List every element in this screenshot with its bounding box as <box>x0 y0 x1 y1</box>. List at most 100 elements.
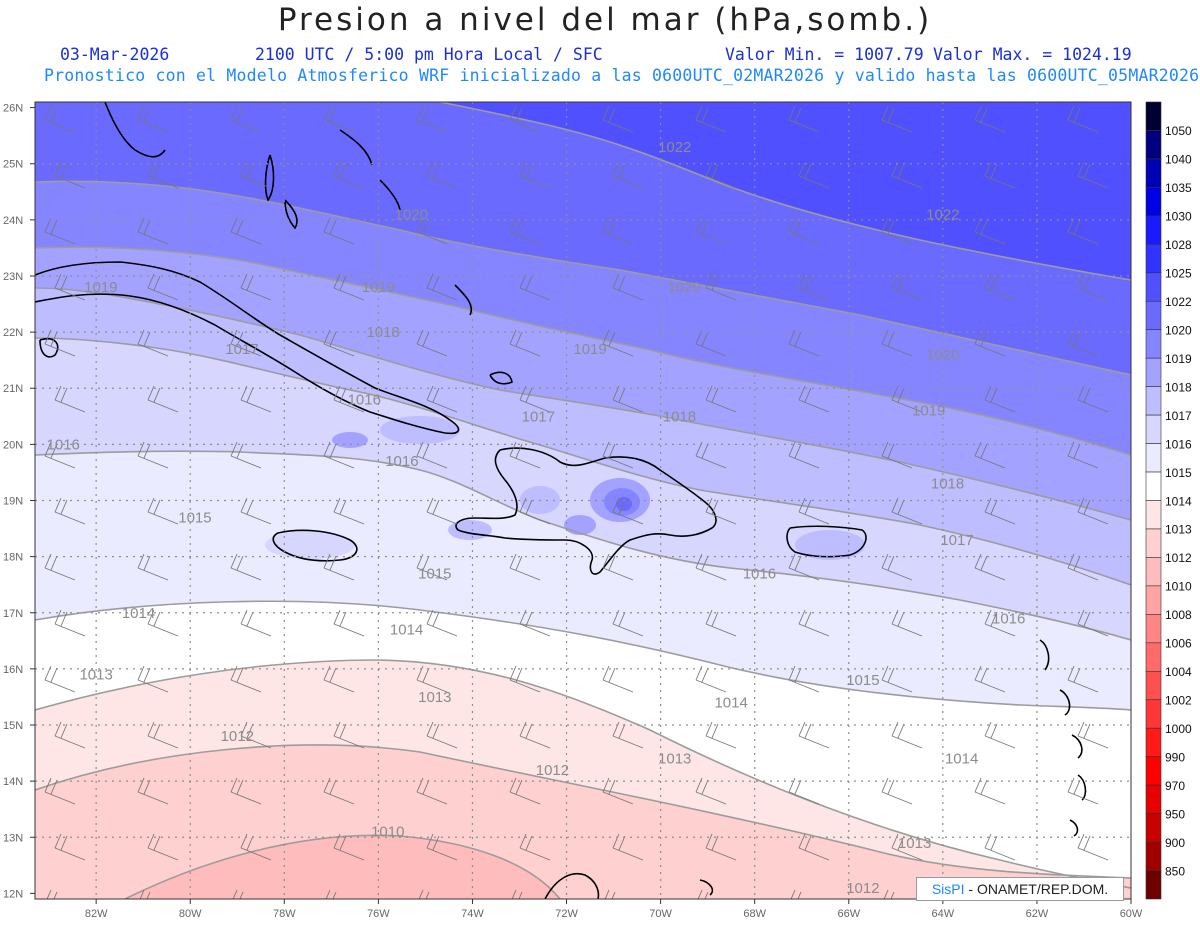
wind-barb <box>1077 721 1109 749</box>
wind-barb <box>323 777 355 805</box>
wind-barb <box>798 497 830 525</box>
isobar-label: 1018 <box>663 408 696 425</box>
wind-barb <box>798 833 830 861</box>
wind-barb <box>54 273 86 301</box>
legend-label: 1020 <box>1165 323 1192 337</box>
lon-tick-label: 72W <box>555 908 578 920</box>
wind-barbs <box>44 105 1109 899</box>
wind-barb <box>798 721 830 749</box>
wind-barb <box>426 721 458 749</box>
isobar-label: 1017 <box>225 341 258 358</box>
wind-barb <box>230 105 262 133</box>
wind-barb <box>798 273 830 301</box>
isobar-labels: 1022 1022 1020 1020 1020 1019 1019 1019 1019 1018… <box>47 139 1026 897</box>
legend-swatch <box>1145 784 1162 814</box>
model-subtitle: Pronostico con el Modelo Atmosferico WRF… <box>44 66 1200 85</box>
wind-barb <box>509 441 541 469</box>
lon-tick-label: 60W <box>1120 908 1143 920</box>
wind-barb <box>230 777 262 805</box>
legend-swatch <box>1145 756 1162 786</box>
lat-tick-label: 25N <box>3 159 23 171</box>
wind-barb <box>230 665 262 693</box>
lat-tick-label: 14N <box>3 776 23 788</box>
legend-swatch <box>1145 101 1162 131</box>
wind-barb <box>147 833 179 861</box>
legend-swatch <box>1145 727 1162 757</box>
graticule <box>35 102 1131 899</box>
isobar-label: 1016 <box>348 391 381 408</box>
wind-barb <box>1077 385 1109 413</box>
wind-barb <box>1067 777 1099 805</box>
wind-barb <box>788 553 820 581</box>
lon-tick-label: 70W <box>649 908 672 920</box>
wind-barb <box>240 721 272 749</box>
isobar-label: 1017 <box>940 532 973 549</box>
wind-barb <box>788 217 820 245</box>
isobar-label: 1022 <box>658 139 691 156</box>
pressure-fill <box>35 102 1131 899</box>
map-title: Presion a nivel del mar (hPa,somb.) <box>277 2 933 38</box>
isobar-lines <box>35 102 1131 899</box>
brand-logo: SisPI <box>931 881 965 897</box>
wind-barb <box>705 385 737 413</box>
wind-barb <box>705 273 737 301</box>
wind-barb <box>333 273 365 301</box>
wind-barb <box>612 833 644 861</box>
wind-barb <box>881 777 913 805</box>
isobar-label: 1018 <box>931 476 964 493</box>
legend-swatch <box>1145 386 1162 416</box>
wind-barb <box>230 217 262 245</box>
legend-label: 1014 <box>1165 494 1192 508</box>
legend-swatch <box>1145 414 1162 444</box>
wind-barb <box>798 385 830 413</box>
legend-label: 1050 <box>1165 124 1192 138</box>
lat-tick-label: 13N <box>3 832 23 844</box>
wind-barb <box>44 777 76 805</box>
wind-barb <box>984 161 1016 189</box>
legend-label: 1013 <box>1165 523 1192 537</box>
wind-barb <box>984 273 1016 301</box>
legend-label: 1008 <box>1165 608 1192 622</box>
isobar-label: 1012 <box>536 762 569 779</box>
isobar-label: 1019 <box>573 341 606 358</box>
legend-label: 1016 <box>1165 437 1192 451</box>
legend-swatch <box>1145 500 1162 530</box>
isobar-label: 1014 <box>714 695 747 712</box>
forecast-date: 03-Mar-2026 <box>60 45 170 64</box>
legend-label: 1002 <box>1165 694 1192 708</box>
legend-label: 1015 <box>1165 466 1192 480</box>
wind-barb <box>54 385 86 413</box>
legend-label: 1012 <box>1165 551 1192 565</box>
legend-label: 900 <box>1165 836 1185 850</box>
wind-barb <box>147 273 179 301</box>
legend-swatch <box>1145 870 1162 900</box>
min-value: Valor Min. = 1007.79 <box>725 45 924 64</box>
wind-barb <box>509 553 541 581</box>
wind-barb <box>54 609 86 637</box>
isobar-label: 1014 <box>390 622 423 639</box>
wind-barb <box>798 161 830 189</box>
isobar-label: 1017 <box>522 408 555 425</box>
wind-barb <box>230 329 262 357</box>
legend-swatch <box>1145 443 1162 473</box>
legend-swatch <box>1145 471 1162 501</box>
wind-barb <box>323 105 355 133</box>
wind-barb <box>788 777 820 805</box>
wind-barb <box>416 105 448 133</box>
legend-swatch <box>1145 699 1162 729</box>
legend-swatch <box>1145 187 1162 217</box>
isobar-label: 1016 <box>47 436 80 453</box>
isobar-label: 1013 <box>898 835 931 852</box>
legend-swatch <box>1145 272 1162 302</box>
isobar-label: 1015 <box>178 509 211 526</box>
wind-barb <box>1077 497 1109 525</box>
isobar-label: 1016 <box>743 565 776 582</box>
legend-swatch <box>1145 357 1162 387</box>
legend-swatch <box>1145 528 1162 558</box>
wind-barb <box>232 889 244 899</box>
wind-barb <box>147 385 179 413</box>
legend-label: 1028 <box>1165 238 1192 252</box>
wind-barb <box>240 833 272 861</box>
wind-barb <box>46 889 58 899</box>
band-1022 <box>35 102 1131 280</box>
